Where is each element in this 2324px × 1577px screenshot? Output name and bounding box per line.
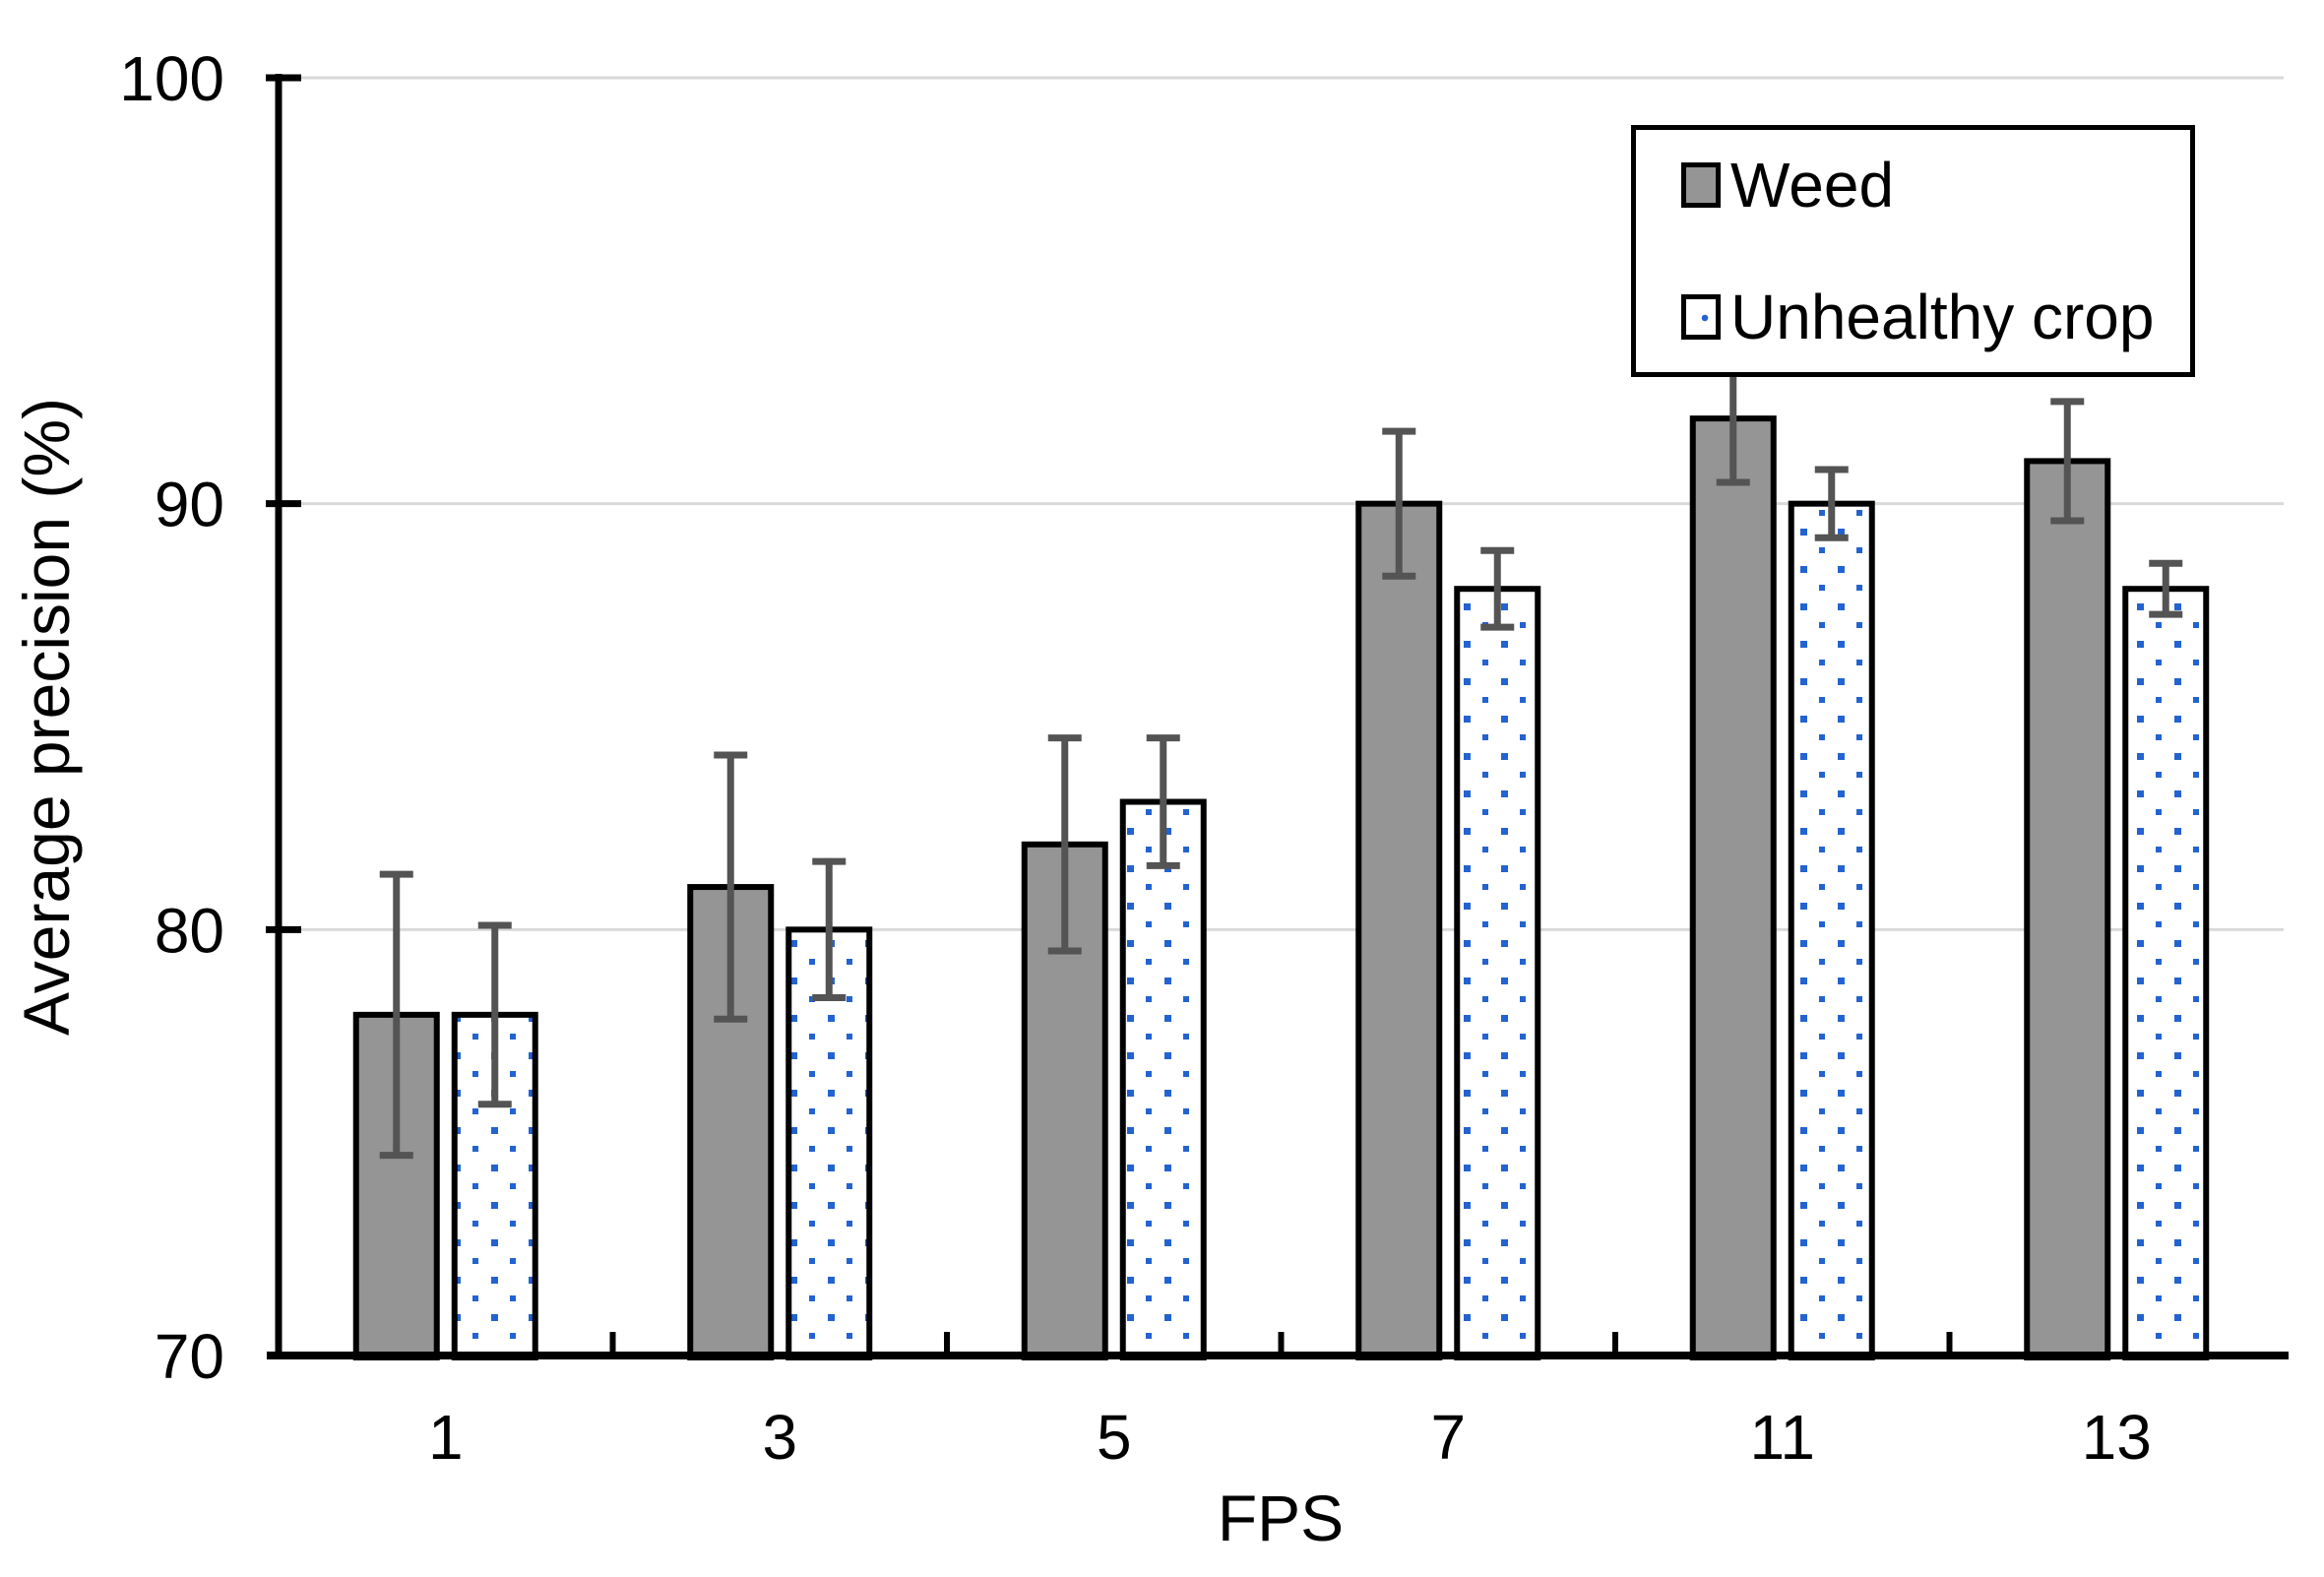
x-tick-label: 7 bbox=[1430, 1402, 1466, 1473]
x-axis-title: FPS bbox=[1217, 1482, 1345, 1554]
bar-weed bbox=[1355, 500, 1443, 1360]
bar-unhealthy-crop bbox=[1119, 798, 1207, 1360]
y-axis-title: Average precision (%) bbox=[10, 397, 83, 1037]
legend-label-weed: Weed bbox=[1730, 150, 1895, 221]
bar-unhealthy-crop bbox=[2122, 586, 2210, 1360]
y-tick-label: 90 bbox=[155, 470, 224, 540]
x-tick-label: 11 bbox=[1750, 1402, 1815, 1473]
y-tick-label: 80 bbox=[155, 895, 224, 966]
bar-unhealthy-crop bbox=[1454, 586, 1541, 1360]
x-tick-label: 3 bbox=[762, 1402, 797, 1473]
y-tick-label: 100 bbox=[119, 43, 224, 114]
bar-unhealthy-crop bbox=[1788, 500, 1875, 1360]
legend-item-unhealthy-crop: Unhealthy crop bbox=[1681, 285, 2190, 348]
unhealthy-crop-swatch-icon bbox=[1681, 294, 1721, 340]
legend: Weed Unhealthy crop bbox=[1631, 125, 2195, 377]
x-tick-label: 1 bbox=[428, 1402, 464, 1473]
x-tick-label: 5 bbox=[1097, 1402, 1132, 1473]
legend-item-weed: Weed bbox=[1681, 154, 2190, 217]
legend-label-unhealthy-crop: Unhealthy crop bbox=[1730, 282, 2155, 352]
y-tick-label: 70 bbox=[155, 1321, 224, 1392]
weed-swatch-icon bbox=[1681, 162, 1721, 208]
bar-weed bbox=[2024, 458, 2111, 1360]
bar-weed bbox=[1689, 415, 1777, 1360]
x-tick-label: 13 bbox=[2082, 1402, 2152, 1473]
